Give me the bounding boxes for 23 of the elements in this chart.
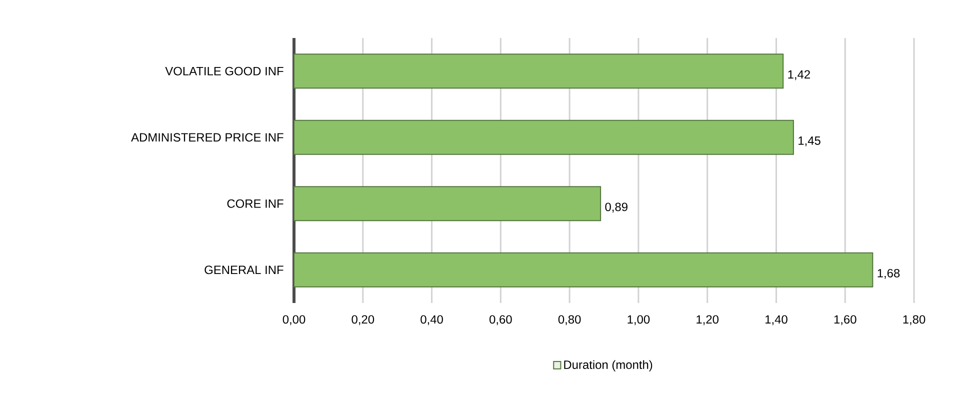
bar: [294, 120, 794, 155]
x-tick-label: 0,60: [490, 315, 512, 326]
x-tick-label: 0,40: [420, 315, 443, 326]
bar: [294, 252, 874, 288]
x-tick-label: 0,00: [282, 315, 306, 326]
x-tick-label: 0,80: [558, 315, 581, 326]
x-tick-label: 0,20: [352, 315, 374, 326]
legend-label: Duration (month): [564, 360, 652, 372]
y-tick-label: GENERAL INF: [204, 266, 284, 274]
x-tick-label: 1,00: [628, 315, 650, 326]
x-tick-label: 1,80: [903, 315, 926, 326]
x-tick-label: 1,60: [834, 315, 856, 326]
bar: [294, 186, 602, 222]
y-tick-label: VOLATILE GOOD INF: [165, 66, 284, 76]
data-label: 1,45: [798, 136, 820, 146]
y-tick-label: CORE INF: [227, 199, 284, 208]
x-tick-label: 1,40: [766, 315, 788, 326]
x-tick-label: 1,20: [696, 315, 719, 326]
y-tick-label: ADMINISTERED PRICE INF: [131, 133, 284, 142]
bar: [294, 54, 784, 89]
data-label: 0,89: [605, 202, 628, 213]
data-label: 1,42: [788, 70, 810, 80]
data-label: 1,68: [878, 268, 900, 279]
